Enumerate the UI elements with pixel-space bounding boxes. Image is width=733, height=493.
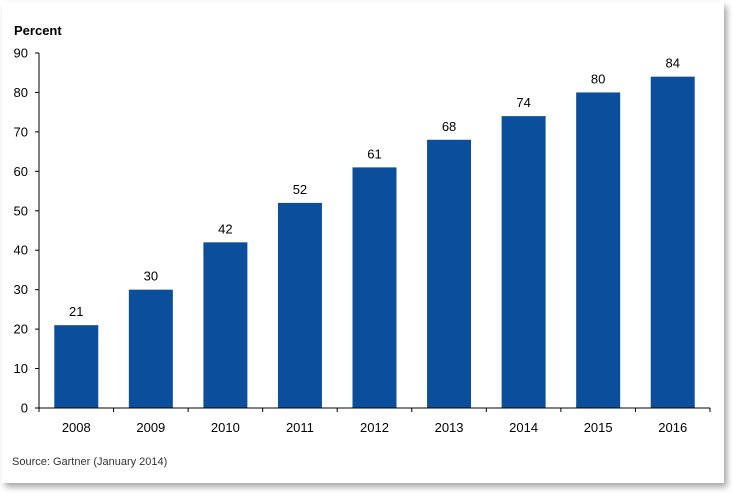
x-tick-label-2009: 2009 — [136, 420, 165, 435]
x-tick-label-2008: 2008 — [62, 420, 91, 435]
bar-2012 — [352, 167, 397, 408]
bar-2016 — [650, 76, 695, 409]
bar-2010 — [203, 242, 248, 408]
data-label-2009: 30 — [144, 269, 158, 284]
data-label-2014: 74 — [516, 95, 530, 110]
x-tick-label-2015: 2015 — [584, 420, 613, 435]
bar-2009 — [128, 289, 173, 408]
source-note: Source: Gartner (January 2014) — [12, 456, 167, 468]
y-tick-label: 60 — [14, 164, 28, 179]
bars: 21 30 42 52 61 68 74 80 84 — [54, 56, 695, 409]
y-tick-label: 80 — [14, 85, 28, 100]
data-label-2011: 52 — [293, 182, 307, 197]
y-tick-label: 20 — [14, 322, 28, 337]
data-label-2010: 42 — [218, 221, 232, 236]
data-label-2013: 68 — [442, 119, 456, 134]
bar-2015 — [576, 92, 621, 408]
data-label-2008: 21 — [69, 304, 83, 319]
x-tick-label-2013: 2013 — [435, 420, 464, 435]
x-axis: 2008 2009 2010 2011 2012 2013 2014 2015 2016 — [38, 407, 711, 435]
x-tick-label-2012: 2012 — [360, 420, 389, 435]
bar-2013 — [427, 139, 472, 408]
x-tick-label-2016: 2016 — [658, 420, 687, 435]
bar-2008 — [54, 325, 99, 408]
y-tick-label: 10 — [14, 361, 28, 376]
data-label-2015: 80 — [591, 71, 605, 86]
y-axis-title: Percent — [14, 23, 62, 38]
data-label-2012: 61 — [367, 146, 381, 161]
x-tick-label-2014: 2014 — [509, 420, 538, 435]
y-tick-label: 0 — [21, 401, 28, 416]
y-tick-label: 30 — [14, 282, 28, 297]
y-tick-label: 90 — [14, 46, 28, 61]
x-tick-label-2011: 2011 — [286, 420, 314, 435]
x-tick-label-2010: 2010 — [211, 420, 240, 435]
data-label-2016: 84 — [665, 56, 679, 71]
y-tick-label: 50 — [14, 203, 28, 218]
bar-2014 — [501, 116, 546, 408]
y-tick-label: 40 — [14, 243, 28, 258]
bar-2011 — [277, 202, 322, 408]
y-axis: 0 10 20 30 40 50 60 70 80 90 — [14, 46, 40, 416]
y-tick-label: 70 — [14, 124, 28, 139]
